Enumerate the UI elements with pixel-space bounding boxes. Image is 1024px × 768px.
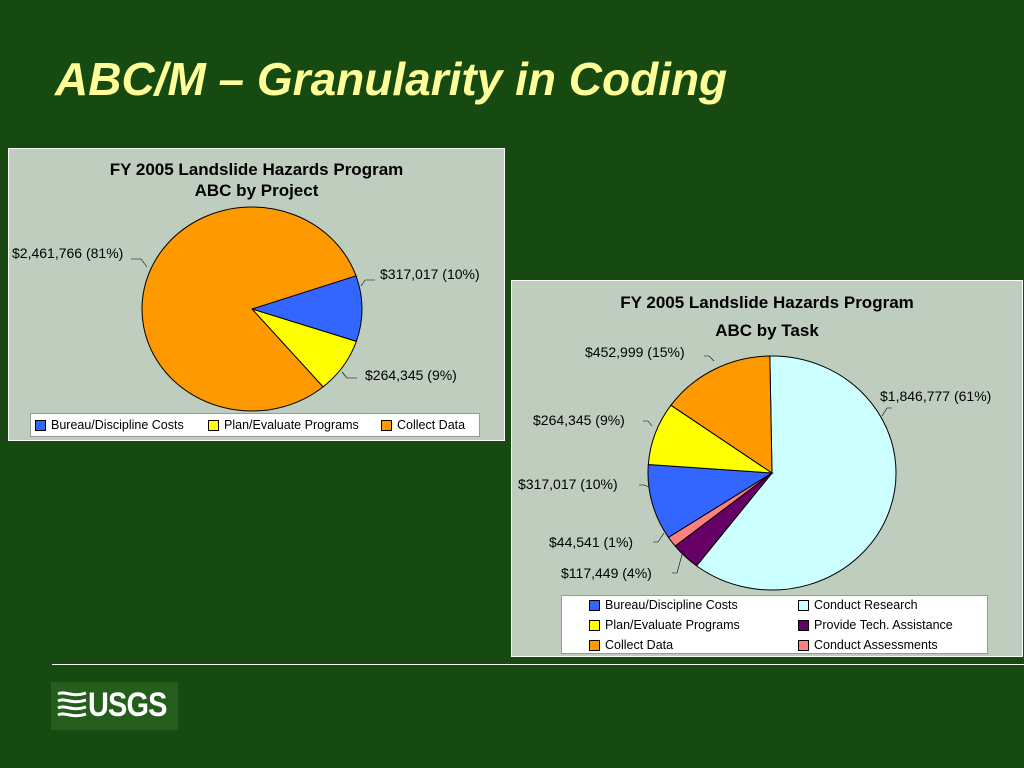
- leader-line: [639, 484, 650, 488]
- legend-swatch: [589, 619, 600, 631]
- legend-label: Conduct Assessments: [814, 638, 938, 652]
- pie-slice-bureau-discipline-costs: [250, 275, 363, 342]
- pie-slice-bureau-discipline-costs: [647, 464, 774, 539]
- legend: Bureau/Discipline Costs Plan/Evaluate Pr…: [30, 413, 480, 437]
- legend-item: Conduct Assessments: [798, 638, 938, 652]
- data-label-bureau-discipline: $317,017 (10%): [380, 266, 480, 282]
- data-label-plan-evaluate: $264,345 (9%): [533, 412, 625, 428]
- data-label-bureau-discipline: $317,017 (10%): [518, 476, 618, 492]
- legend-item: Provide Tech. Assistance: [798, 618, 953, 632]
- legend-swatch: [589, 599, 600, 611]
- legend-item: Collect Data: [589, 638, 673, 652]
- data-label-collect-data: $452,999 (15%): [585, 344, 685, 360]
- legend-item: Bureau/Discipline Costs: [589, 598, 738, 612]
- data-label-collect-data: $2,461,766 (81%): [12, 245, 124, 261]
- slide-title: ABC/M – Granularity in Coding: [55, 53, 728, 105]
- legend-swatch: [381, 419, 392, 431]
- legend-swatch: [589, 639, 600, 651]
- legend-label: Conduct Research: [814, 598, 918, 612]
- pie-slice-collect-data: [670, 355, 773, 474]
- chart-abc-by-project: FY 2005 Landslide Hazards Program ABC by…: [8, 148, 505, 441]
- legend-label: Bureau/Discipline Costs: [51, 418, 184, 432]
- legend-label: Plan/Evaluate Programs: [605, 618, 740, 632]
- leader-line: [653, 532, 665, 543]
- leader-line: [704, 355, 715, 362]
- leader-line: [131, 258, 148, 268]
- chart-subtitle: ABC by Task: [715, 321, 819, 340]
- data-label-conduct-research: $1,846,777 (61%): [880, 388, 992, 404]
- legend-item: Plan/Evaluate Programs: [208, 418, 359, 432]
- legend-label: Plan/Evaluate Programs: [224, 418, 359, 432]
- chart-subtitle: ABC by Project: [194, 181, 319, 200]
- data-label-conduct-assessments: $44,541 (1%): [549, 534, 634, 550]
- legend-item: Conduct Research: [798, 598, 918, 612]
- usgs-wave-icon: [57, 691, 87, 718]
- leader-line: [881, 407, 892, 417]
- legend-item: Collect Data: [381, 418, 465, 432]
- data-label-provide-tech-assistance: $117,449 (4%): [561, 565, 652, 581]
- logo-text: USGS: [88, 686, 167, 724]
- legend-swatch: [798, 619, 809, 631]
- pie-chart-project: [131, 206, 375, 412]
- leader-line: [643, 420, 653, 427]
- legend-swatch: [35, 419, 46, 431]
- chart-title: FY 2005 Landslide Hazards Program: [109, 160, 404, 179]
- pie-slice-collect-data: [141, 206, 357, 412]
- chart-abc-by-task: FY 2005 Landslide Hazards Program ABC by…: [511, 280, 1023, 657]
- legend-item: Bureau/Discipline Costs: [35, 418, 184, 432]
- leader-line: [341, 371, 357, 379]
- legend-swatch: [798, 639, 809, 651]
- legend: Bureau/Discipline Costs Conduct Research…: [561, 595, 988, 654]
- leader-line: [672, 550, 684, 574]
- legend-label: Bureau/Discipline Costs: [605, 598, 738, 612]
- legend-swatch: [208, 419, 219, 431]
- legend-label: Collect Data: [605, 638, 674, 652]
- legend-item: Plan/Evaluate Programs: [589, 618, 740, 632]
- pie-slice-conduct-research: [695, 355, 897, 591]
- legend-label: Provide Tech. Assistance: [814, 618, 953, 632]
- legend-swatch: [798, 599, 809, 611]
- data-label-plan-evaluate: $264,345 (9%): [365, 367, 457, 383]
- leader-line: [360, 279, 375, 287]
- pie-chart-task: [639, 355, 897, 591]
- chart-title: FY 2005 Landslide Hazards Program: [620, 293, 914, 312]
- legend-label: Collect Data: [397, 418, 466, 432]
- usgs-logo: USGS: [51, 682, 178, 730]
- footer-divider: [52, 664, 1024, 665]
